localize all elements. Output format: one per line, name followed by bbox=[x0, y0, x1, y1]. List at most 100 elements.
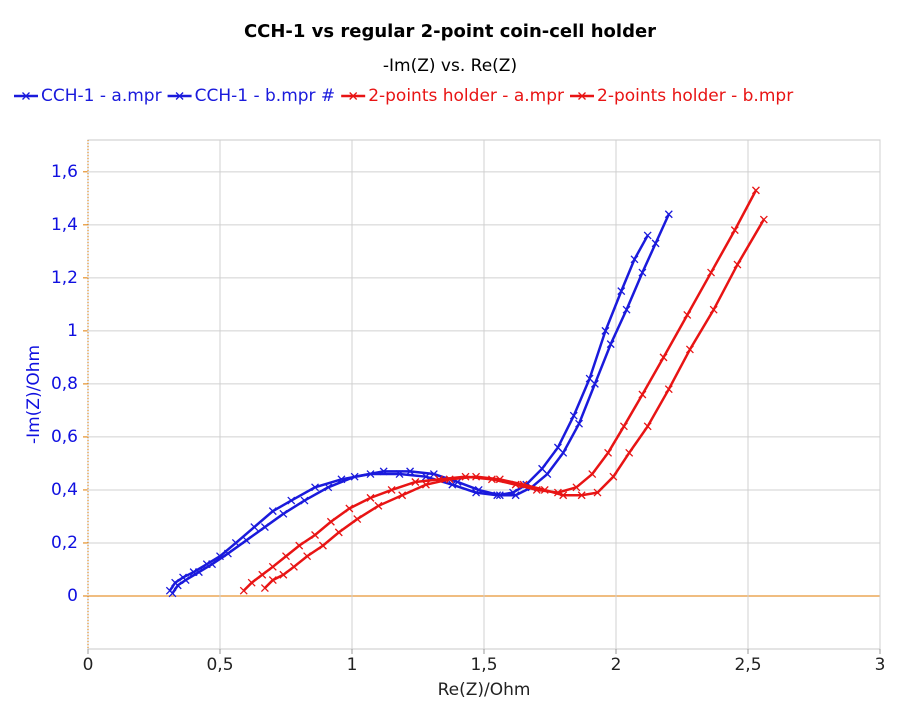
marker bbox=[22, 92, 30, 100]
legend-item: 2-points holder - b.mpr bbox=[570, 86, 793, 106]
marker bbox=[474, 485, 483, 494]
marker bbox=[659, 353, 668, 362]
marker bbox=[751, 186, 760, 195]
marker bbox=[601, 326, 610, 335]
legend-item: CCH-1 - b.mpr # bbox=[167, 86, 336, 106]
marker bbox=[366, 493, 375, 502]
legend-item: 2-points holder - a.mpr bbox=[341, 86, 564, 106]
marker bbox=[495, 475, 504, 484]
marker bbox=[707, 268, 715, 277]
series bbox=[165, 231, 652, 595]
x-axis-label: Re(Z)/Ohm bbox=[438, 680, 531, 700]
series-line bbox=[171, 213, 670, 595]
y-tick-label: 0,6 bbox=[51, 427, 78, 447]
marker bbox=[730, 226, 739, 235]
marker bbox=[287, 496, 296, 505]
y-tick-label: 1,2 bbox=[51, 268, 78, 288]
marker bbox=[622, 305, 631, 314]
x-tick-label: 1,5 bbox=[470, 655, 497, 675]
marker bbox=[543, 470, 552, 478]
marker bbox=[334, 528, 343, 537]
x-tick-label: 2,5 bbox=[734, 655, 761, 675]
marker bbox=[223, 549, 232, 558]
marker bbox=[279, 509, 288, 518]
legend-label: CCH-1 - b.mpr # bbox=[195, 86, 336, 106]
y-tick-label: 1 bbox=[67, 321, 78, 341]
y-tick-label: 0,8 bbox=[51, 374, 78, 394]
y-tick-label: 0,2 bbox=[51, 533, 78, 553]
marker bbox=[374, 501, 383, 510]
marker bbox=[519, 480, 528, 489]
marker bbox=[239, 586, 248, 595]
marker bbox=[398, 491, 407, 500]
marker bbox=[569, 411, 578, 420]
marker bbox=[353, 515, 362, 524]
marker bbox=[260, 584, 269, 592]
marker bbox=[643, 231, 652, 240]
marker bbox=[250, 523, 259, 532]
marker bbox=[387, 485, 396, 494]
x-tick-label: 0,5 bbox=[206, 655, 233, 675]
marker bbox=[575, 419, 583, 428]
x-tick-label: 2 bbox=[611, 655, 622, 675]
marker bbox=[664, 385, 673, 394]
marker bbox=[260, 523, 269, 532]
marker bbox=[175, 92, 184, 100]
marker bbox=[572, 483, 581, 492]
legend-label: 2-points holder - b.mpr bbox=[597, 86, 793, 106]
marker bbox=[295, 541, 304, 550]
marker bbox=[242, 536, 251, 545]
marker bbox=[577, 491, 586, 500]
y-tick-label: 0,4 bbox=[51, 480, 78, 500]
marker bbox=[609, 472, 618, 481]
marker bbox=[759, 215, 768, 224]
series-line bbox=[242, 189, 758, 592]
marker bbox=[685, 345, 694, 354]
x-tick-label: 1 bbox=[347, 655, 358, 675]
y-tick-label: 1,6 bbox=[51, 162, 78, 182]
legend-label: CCH-1 - a.mpr bbox=[41, 86, 162, 106]
marker bbox=[630, 255, 639, 264]
marker bbox=[289, 562, 298, 571]
marker bbox=[578, 92, 586, 100]
marker bbox=[349, 92, 358, 100]
marker bbox=[268, 576, 277, 585]
marker bbox=[311, 483, 319, 492]
marker bbox=[651, 239, 660, 248]
marker bbox=[324, 483, 333, 492]
marker bbox=[258, 570, 267, 579]
marker bbox=[683, 311, 692, 319]
marker bbox=[268, 562, 277, 571]
marker bbox=[319, 541, 327, 550]
y-axis-label: -Im(Z)/Ohm bbox=[24, 345, 44, 444]
marker bbox=[709, 305, 718, 314]
marker bbox=[379, 467, 388, 476]
marker bbox=[181, 576, 190, 585]
marker bbox=[326, 517, 335, 526]
marker bbox=[421, 480, 430, 489]
legend-item: CCH-1 - a.mpr bbox=[14, 86, 162, 106]
marker bbox=[590, 379, 599, 388]
marker bbox=[445, 475, 454, 484]
marker bbox=[606, 340, 615, 349]
marker bbox=[345, 504, 354, 513]
marker bbox=[617, 287, 626, 296]
marker bbox=[282, 552, 290, 561]
marker bbox=[593, 488, 602, 497]
legend-label: 2-points holder - a.mpr bbox=[368, 86, 564, 106]
marker bbox=[638, 390, 647, 399]
marker bbox=[406, 467, 415, 476]
marker bbox=[511, 491, 520, 500]
marker bbox=[540, 485, 549, 494]
marker bbox=[619, 422, 628, 431]
series bbox=[239, 186, 760, 595]
marker bbox=[559, 448, 568, 457]
marker bbox=[247, 578, 256, 587]
x-tick-label: 3 bbox=[875, 655, 886, 675]
y-tick-label: 0 bbox=[67, 586, 78, 606]
marker bbox=[559, 491, 568, 500]
marker bbox=[279, 570, 288, 579]
marker bbox=[411, 478, 420, 486]
marker bbox=[495, 491, 504, 500]
